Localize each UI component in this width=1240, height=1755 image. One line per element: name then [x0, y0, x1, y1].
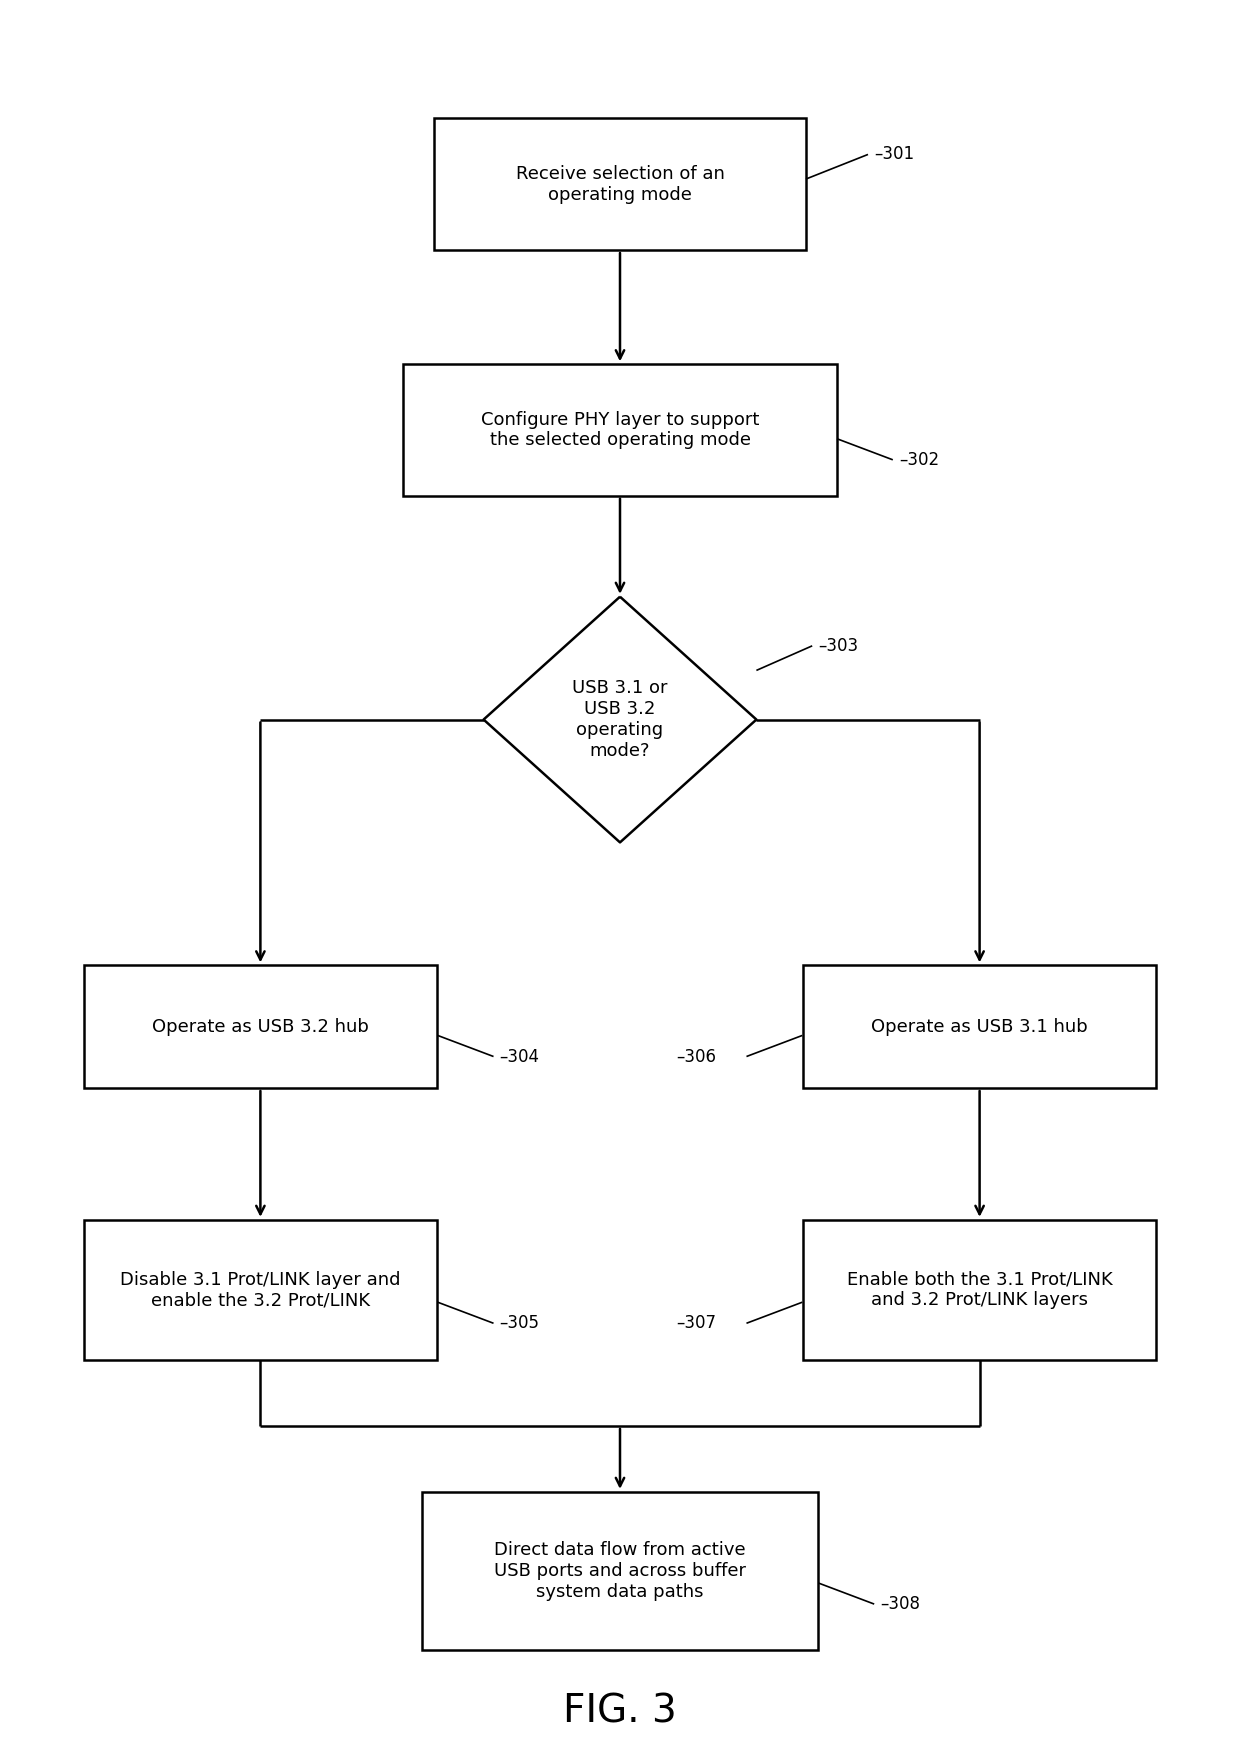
- Text: –303: –303: [818, 637, 858, 655]
- Text: –308: –308: [880, 1595, 920, 1613]
- Bar: [434, 119, 806, 249]
- Text: Configure PHY layer to support
the selected operating mode: Configure PHY layer to support the selec…: [481, 411, 759, 449]
- Text: Operate as USB 3.2 hub: Operate as USB 3.2 hub: [153, 1018, 368, 1035]
- Text: Direct data flow from active
USB ports and across buffer
system data paths: Direct data flow from active USB ports a…: [494, 1541, 746, 1601]
- Text: Receive selection of an
operating mode: Receive selection of an operating mode: [516, 165, 724, 204]
- Text: –305: –305: [500, 1314, 539, 1332]
- Text: Disable 3.1 Prot/LINK layer and
enable the 3.2 Prot/LINK: Disable 3.1 Prot/LINK layer and enable t…: [120, 1271, 401, 1309]
- Text: –306: –306: [676, 1048, 715, 1065]
- Text: –304: –304: [500, 1048, 539, 1065]
- Text: USB 3.1 or
USB 3.2
operating
mode?: USB 3.1 or USB 3.2 operating mode?: [572, 679, 668, 760]
- Bar: [403, 365, 837, 495]
- Bar: [422, 1492, 818, 1650]
- Bar: [804, 1220, 1157, 1360]
- Text: –302: –302: [899, 451, 939, 469]
- Text: Enable both the 3.1 Prot/LINK
and 3.2 Prot/LINK layers: Enable both the 3.1 Prot/LINK and 3.2 Pr…: [847, 1271, 1112, 1309]
- Text: –307: –307: [676, 1314, 715, 1332]
- Bar: [804, 965, 1157, 1088]
- Text: –301: –301: [874, 146, 914, 163]
- Bar: [84, 1220, 436, 1360]
- Text: FIG. 3: FIG. 3: [563, 1692, 677, 1730]
- Text: Operate as USB 3.1 hub: Operate as USB 3.1 hub: [872, 1018, 1087, 1035]
- Bar: [84, 965, 436, 1088]
